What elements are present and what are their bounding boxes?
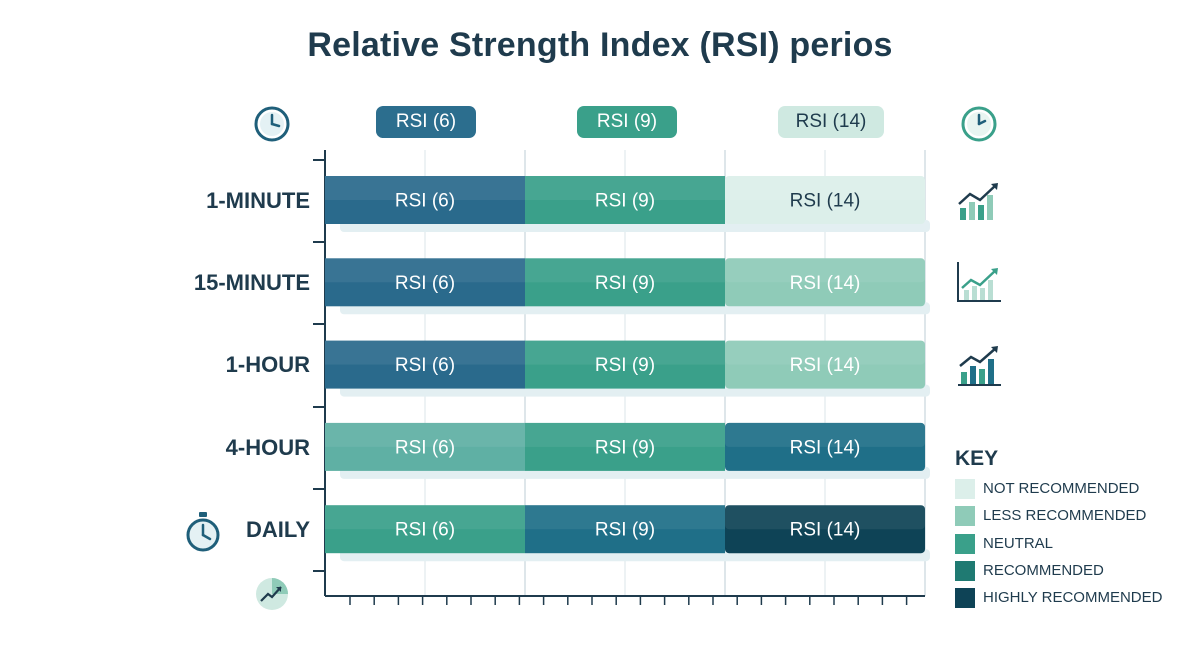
cell-bar [325,340,525,389]
clock-icon [254,106,290,142]
chart-title: Relative Strength Index (RSI) perios [307,26,893,64]
legend-swatch [955,588,975,608]
cell-label: RSI (9) [595,437,655,458]
cell-label: RSI (6) [395,437,455,458]
cell-label: RSI (6) [395,191,455,212]
row-label-15-minute: 15-MINUTE [193,270,310,295]
legend-label: HIGHLY RECOMMENDED [983,589,1163,606]
cell-highlight [325,422,525,447]
cell-label: RSI (9) [595,273,655,294]
row-label-daily: DAILY [246,517,310,542]
stopwatch-icon [186,512,220,552]
cell-bar [725,176,925,224]
cell-label: RSI (14) [790,520,861,541]
row-label-4-hour: 4-HOUR [225,435,310,460]
cell-bar [725,505,925,554]
cell-bar [525,258,725,307]
cell-highlight [325,258,525,283]
cell-label: RSI (6) [395,273,455,294]
line-chart-trend-icon [957,262,1001,302]
bar-chart-trend-icon [958,346,1001,386]
cell-bar [725,258,925,307]
row-label-1-hour: 1-HOUR [225,352,310,377]
cell-label: RSI (14) [790,355,861,376]
legend-item-recommended: RECOMMENDED [955,561,1104,581]
cell-highlight [725,505,925,530]
row-label-1-minute: 1-MINUTE [206,188,310,213]
pie-trend-icon [256,578,288,610]
legend-swatch [955,561,975,581]
cell-highlight [725,422,925,447]
cell-label: RSI (14) [790,273,861,294]
cell-bar [325,505,525,554]
cell-label: RSI (9) [595,191,655,212]
column-header-rsi-9: RSI (9) [577,106,677,138]
legend-label: NOT RECOMMENDED [983,480,1140,497]
cell-label: RSI (14) [790,191,861,212]
cell-highlight [525,176,725,200]
legend-swatch [955,534,975,554]
cell-bar [725,422,925,471]
cell-bar [325,422,525,471]
cell-highlight [525,340,725,365]
legend-label: LESS RECOMMENDED [983,507,1147,524]
column-header-rsi-14: RSI (14) [778,106,884,138]
legend-label: NEUTRAL [983,535,1054,552]
cell-label: RSI (14) [790,437,861,458]
cell-highlight [525,258,725,283]
bar-chart-trend-icon [958,183,998,220]
legend-title: KEY [955,447,999,470]
legend-item-neutral: NEUTRAL [955,534,1053,554]
cell-highlight [325,505,525,530]
cell-bar [525,340,725,389]
legend-item-not-recommended: NOT RECOMMENDED [955,479,1139,499]
cell-highlight [525,422,725,447]
cell-highlight [525,505,725,530]
cell-highlight [325,176,525,200]
cell-highlight [725,258,925,283]
cell-highlight [325,340,525,365]
cell-label: RSI (9) [595,520,655,541]
cell-bar [525,422,725,471]
legend-item-highly-recommended: HIGHLY RECOMMENDED [955,588,1162,608]
cell-bar [325,176,525,224]
cell-bar [325,258,525,307]
cell-bar [725,340,925,389]
cell-label: RSI (6) [395,355,455,376]
legend-swatch [955,506,975,526]
cell-label: RSI (6) [395,520,455,541]
cell-bar [525,176,725,224]
cell-highlight [725,176,925,200]
cell-highlight [725,340,925,365]
column-header-rsi-6: RSI (6) [376,106,476,138]
cell-label: RSI (9) [595,355,655,376]
legend-label: RECOMMENDED [983,562,1104,579]
legend-swatch [955,479,975,499]
cell-bar [525,505,725,554]
legend-item-less-recommended: LESS RECOMMENDED [955,506,1146,526]
clock-icon [961,106,997,142]
